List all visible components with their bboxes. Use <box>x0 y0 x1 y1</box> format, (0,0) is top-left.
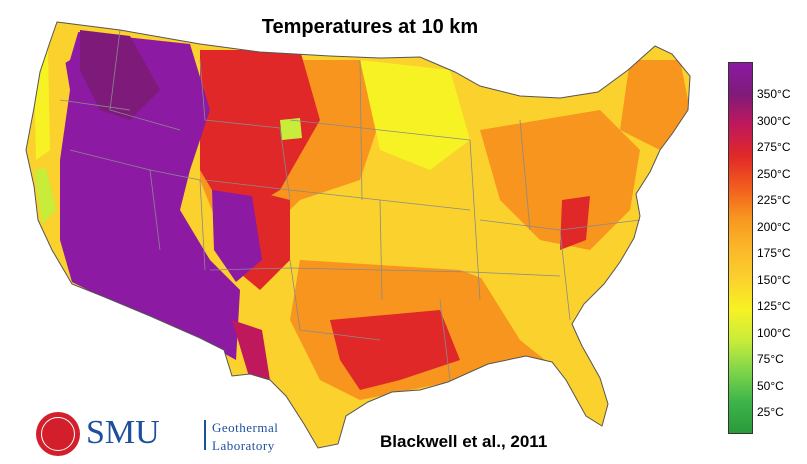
zone-orange-northeast <box>620 60 690 150</box>
zone-yellow-midwest <box>360 60 470 170</box>
legend-label: 200°C <box>757 219 791 234</box>
zone-lightgreen-wyoming <box>280 118 302 140</box>
state-boundaries <box>59 29 641 381</box>
zone-purple-great-basin <box>60 30 240 360</box>
citation-credit: Blackwell et al., 2011 <box>380 432 548 451</box>
logo-brand: SMU <box>86 414 160 451</box>
legend-label: 50°C <box>757 378 784 393</box>
zone-red-texas-west <box>232 320 270 380</box>
zone-orange-east <box>480 110 640 250</box>
legend-label: 250°C <box>757 166 791 181</box>
logo-line-2: Laboratory <box>212 438 275 453</box>
legend-label: 150°C <box>757 272 791 287</box>
zone-red-gulf <box>330 310 460 390</box>
legend-label: 175°C <box>757 246 791 260</box>
legend-label: 100°C <box>757 325 791 340</box>
zone-crimson-nw <box>80 30 160 120</box>
legend-label: 350°C <box>757 87 791 101</box>
zone-lightgreen-sierra <box>34 168 56 224</box>
legend-label: 75°C <box>757 352 784 366</box>
smu-geothermal-logo: SMU Geothermal Laboratory <box>36 412 279 456</box>
zone-purple-new-mexico <box>212 190 262 282</box>
temperature-legend-bar <box>728 62 753 434</box>
zone-yellow-pacific-nw <box>52 24 80 70</box>
map-title: Temperatures at 10 km <box>261 16 479 38</box>
logo-divider <box>204 420 206 450</box>
logo-line-1: Geothermal <box>212 420 279 435</box>
legend-label: 225°C <box>757 193 791 207</box>
zone-red-northern-rockies <box>200 50 320 220</box>
zone-red-appalachia <box>560 196 590 250</box>
legend-label: 300°C <box>757 113 791 128</box>
legend-label: 275°C <box>757 140 791 154</box>
legend-label: 125°C <box>757 299 791 313</box>
smu-seal-icon <box>36 412 80 456</box>
legend-label: 25°C <box>757 405 784 419</box>
